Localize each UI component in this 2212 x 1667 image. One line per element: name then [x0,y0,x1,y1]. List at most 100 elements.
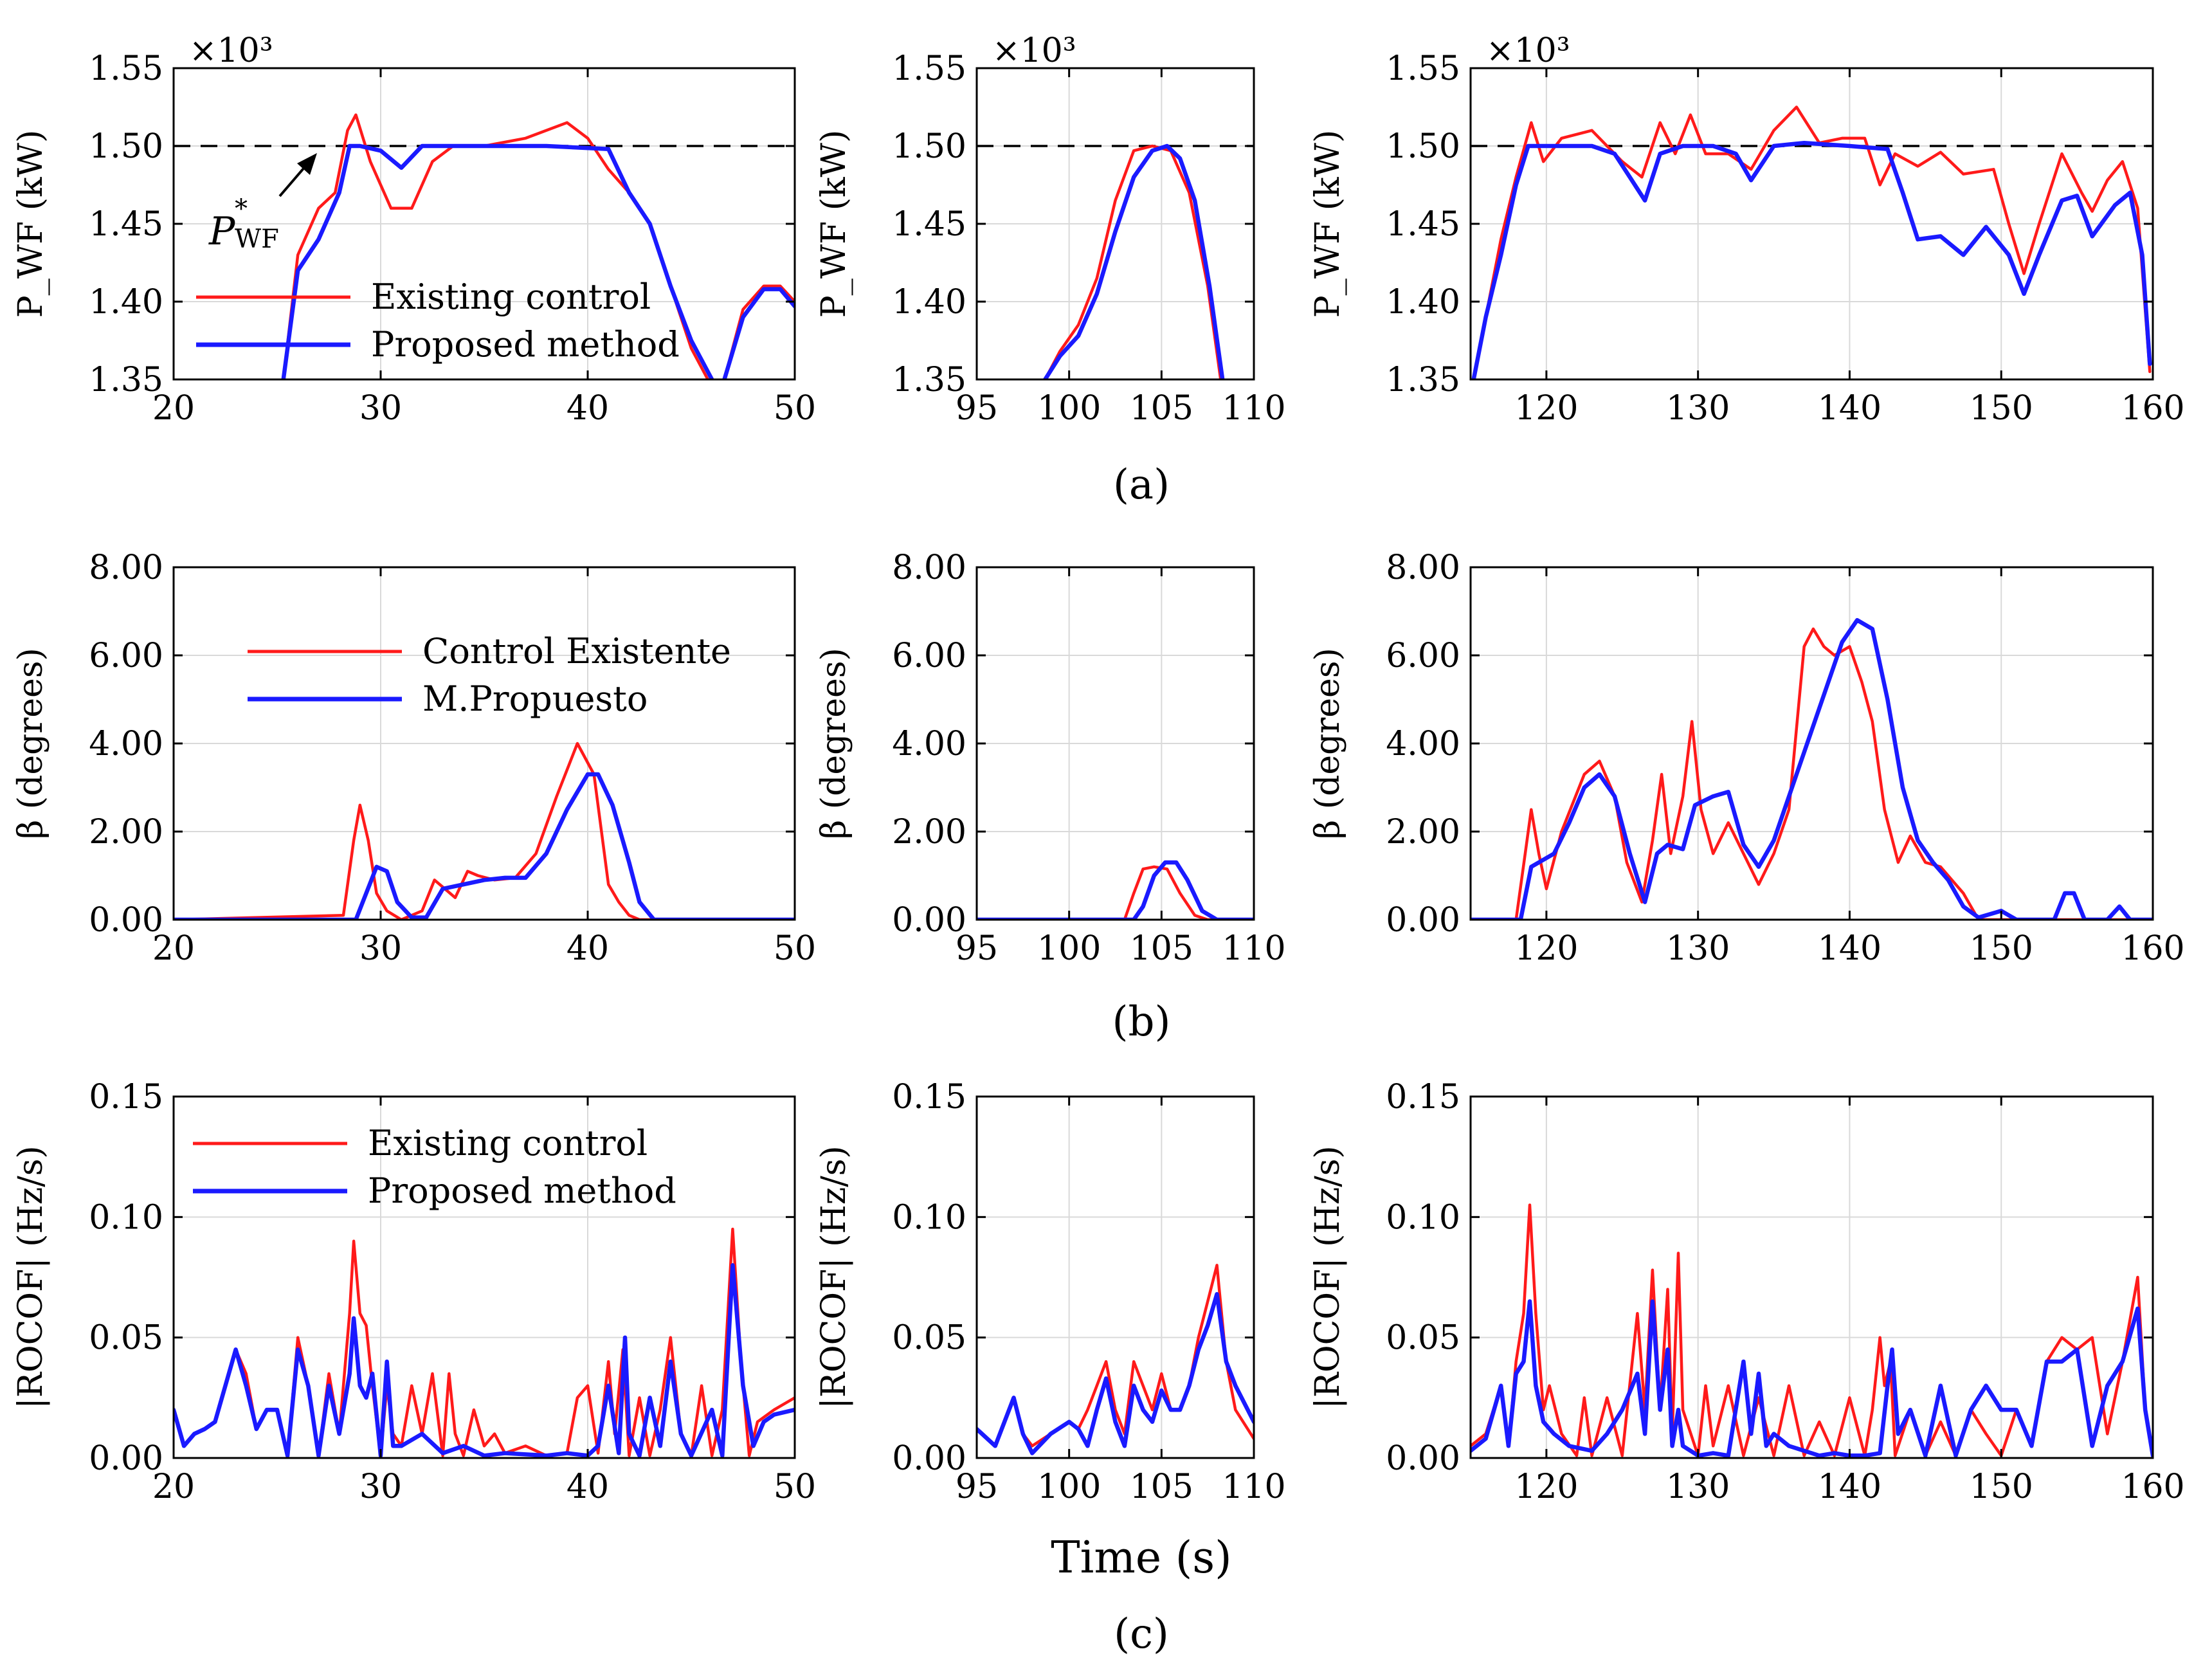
series-line-proposed [1043,143,1225,379]
annotation-arrow [278,163,309,197]
y-tick-label: 8.00 [1386,549,1460,587]
series-line-proposed [174,1263,795,1458]
x-tick-label: 160 [2121,1468,2184,1506]
caption-c: (c) [1114,1610,1169,1658]
panel-b1: 20 30 40 50 0.00 2.00 4.00 6.00 8.00 β (degrees) [12,549,816,968]
x-axis-label: Time (s) [1051,1533,1231,1583]
y-tick-label: 0.15 [892,1078,966,1116]
x-tick-label: 140 [1818,1468,1881,1506]
x-tick-label: 140 [1818,929,1881,968]
panel-b3: 120 130 140 150 160 0.00 2.00 4.00 6.00 8.00 β (de… [1309,549,2185,968]
legend-label-proposed: M.Propuesto [422,679,648,719]
y-tick-label: 1.50 [1386,127,1460,166]
caption-b: (b) [1112,998,1171,1046]
x-tick-label: 100 [1037,929,1101,968]
y-axis-label: β (degrees) [1309,648,1347,839]
x-tick-label: 110 [1222,929,1285,968]
x-tick-label: 50 [774,1468,816,1506]
series-line-proposed [977,1291,1254,1455]
x-tick-label: 105 [1130,389,1193,428]
y-axis-label: |ROCOF| (Hz/s) [1309,1145,1347,1408]
axis-exponent: ×10³ [189,32,273,70]
y-tick-label: 0.00 [892,1439,966,1478]
y-axis-label: P_WF (kW) [12,130,50,318]
series-line-proposed [281,143,714,379]
series-line-existing [174,742,795,920]
x-tick-label: 160 [2121,389,2184,428]
y-tick-label: 2.00 [892,813,966,852]
series-line-proposed [722,287,795,379]
y-tick-label: 2.00 [89,813,163,852]
x-tick-label: 20 [152,1468,195,1506]
x-tick-label: 120 [1514,1468,1578,1506]
x-tick-label: 30 [359,929,402,968]
y-tick-label: 0.05 [892,1319,966,1358]
y-tick-label: 6.00 [89,637,163,675]
y-tick-label: 0.05 [1386,1319,1460,1358]
legend-c: Existing control Proposed method [193,1123,676,1211]
y-tick-label: 4.00 [89,725,163,763]
series-line-proposed [977,860,1254,920]
x-tick-label: 110 [1222,389,1285,428]
panel-c1: 20 30 40 50 0.00 0.05 0.10 0.15 |ROCOF| (Hz/s) [12,1078,816,1506]
panel-c3: 120 130 140 150 160 0.00 0.05 0.10 0.15 |ROCOF| (… [1309,1078,2185,1506]
annotation-subscript: WF [235,224,279,254]
x-tick-label: 95 [956,389,998,428]
axis-exponent: ×10³ [1486,32,1570,70]
legend-label-proposed: Proposed method [371,324,680,365]
legend-label-proposed: Proposed method [368,1171,676,1211]
x-tick-label: 130 [1666,929,1730,968]
series-line-existing [174,1227,795,1457]
y-tick-label: 0.10 [89,1198,163,1237]
y-tick-label: 1.40 [89,283,163,322]
y-axis-label: P_WF (kW) [1309,130,1347,318]
plot-frame [975,1095,1255,1459]
panel-a1: 20 30 40 50 1.35 1.40 1.45 1.50 1.55 ×10³ P_WF (kW… [12,32,816,428]
x-tick-label: 105 [1130,929,1193,968]
y-tick-label: 0.00 [1386,1439,1460,1478]
series-line-existing [1471,1203,2153,1457]
y-tick-label: 0.15 [89,1078,163,1116]
y-tick-label: 1.35 [1386,361,1460,399]
series-line-existing [1044,144,1222,379]
panel-a2: 95 100 105 110 1.35 1.40 1.45 1.50 1.55 ×10³ P_WF … [815,32,1286,428]
legend-label-existing: Existing control [371,277,651,317]
legend-label-existing: Existing control [368,1123,648,1163]
x-tick-label: 95 [956,1468,998,1506]
y-tick-label: 2.00 [1386,813,1460,852]
x-tick-label: 110 [1222,1468,1285,1506]
y-tick-label: 0.10 [1386,1198,1460,1237]
panel-a3: 120 130 140 150 160 1.35 1.40 1.45 1.50 1.55 ×10³ P… [1309,32,2185,428]
x-tick-label: 120 [1514,929,1578,968]
annotation-superscript: * [235,194,248,224]
y-tick-label: 1.40 [1386,283,1460,322]
series-line-existing [1471,627,2153,920]
y-axis-label: |ROCOF| (Hz/s) [12,1145,50,1408]
x-tick-label: 105 [1130,1468,1193,1506]
y-tick-label: 1.45 [892,205,966,244]
y-tick-label: 0.05 [89,1319,163,1358]
x-tick-label: 30 [359,389,402,428]
y-tick-label: 0.10 [892,1198,966,1237]
series-line-existing [723,284,795,379]
x-tick-label: 140 [1818,389,1881,428]
y-tick-label: 1.50 [89,127,163,166]
y-tick-label: 4.00 [1386,725,1460,763]
series-line-proposed [1471,140,2152,379]
y-axis-label: β (degrees) [12,648,50,839]
x-tick-label: 160 [2121,929,2184,968]
y-axis-label: β (degrees) [815,648,853,839]
legend-a: Existing control Proposed method [196,277,680,365]
axis-exponent: ×10³ [992,32,1076,70]
y-tick-label: 6.00 [1386,637,1460,675]
x-tick-label: 150 [1970,929,2033,968]
y-tick-label: 1.55 [892,50,966,88]
y-tick-label: 1.35 [89,361,163,399]
panel-b2: 95 100 105 110 0.00 2.00 4.00 6.00 8.00 β (degree… [815,549,1286,968]
y-axis-label: |ROCOF| (Hz/s) [815,1145,853,1408]
y-tick-label: 1.55 [89,50,163,88]
legend-b: Control Existente M.Propuesto [248,631,731,719]
x-tick-label: 100 [1037,389,1101,428]
x-tick-label: 50 [774,929,816,968]
